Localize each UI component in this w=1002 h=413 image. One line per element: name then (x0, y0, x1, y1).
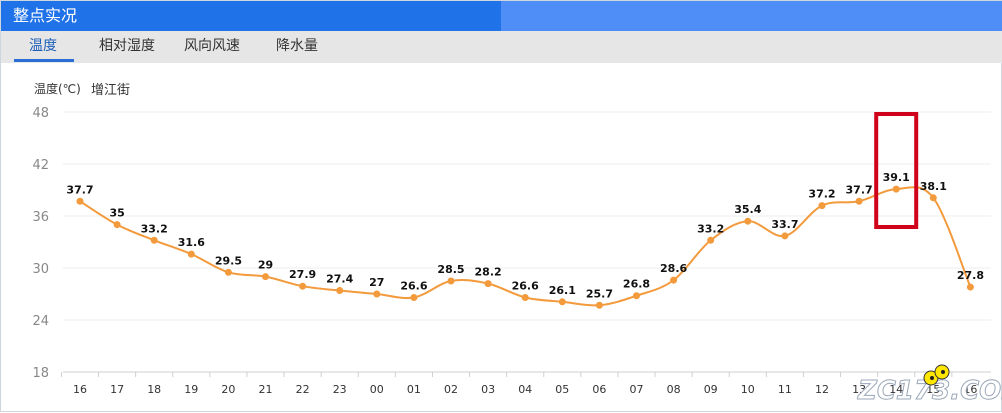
tab-wind[interactable]: 风向风速 (184, 38, 240, 54)
data-label: 26.8 (623, 278, 650, 291)
x-tick-label: 04 (518, 383, 532, 396)
x-tick-label: 06 (592, 383, 606, 396)
y-tick-label: 30 (32, 262, 49, 277)
x-tick-label: 20 (221, 383, 235, 396)
data-label: 33.2 (697, 222, 724, 235)
data-point (150, 236, 158, 244)
data-point (633, 292, 640, 300)
data-point (781, 232, 789, 240)
data-label: 31.6 (178, 236, 205, 249)
data-point (744, 217, 752, 225)
y-tick-label: 36 (32, 210, 49, 225)
data-label: 28.2 (475, 266, 502, 279)
data-point (373, 290, 381, 298)
data-point (966, 283, 974, 291)
tab-temperature[interactable]: 温度 (29, 38, 57, 54)
data-label: 33.7 (771, 218, 798, 231)
data-label: 29 (258, 259, 273, 272)
data-point (558, 298, 566, 306)
y-tick-label: 42 (32, 158, 49, 173)
data-label: 26.6 (512, 279, 539, 292)
data-label: 39.1 (883, 171, 910, 184)
tab-relative-humidity[interactable]: 相对湿度 (99, 38, 155, 54)
data-label: 29.5 (215, 254, 242, 267)
data-point (818, 202, 826, 210)
data-label: 27.4 (326, 273, 353, 286)
x-tick-label: 00 (370, 383, 384, 396)
data-point (336, 287, 344, 295)
data-point (670, 276, 678, 284)
data-label: 37.7 (846, 183, 873, 196)
data-point (892, 185, 900, 193)
y-tick-label: 18 (32, 366, 49, 381)
highlight-box (874, 112, 919, 229)
x-tick-label: 12 (815, 383, 829, 396)
data-point (707, 236, 715, 244)
x-tick-label: 11 (778, 383, 792, 396)
title-bar-right (501, 1, 1002, 31)
active-tab-indicator (14, 59, 74, 62)
x-tick-label: 08 (667, 383, 681, 396)
data-label: 38.1 (920, 180, 947, 193)
x-tick-label: 17 (110, 383, 124, 396)
data-point (410, 293, 418, 301)
data-point (855, 197, 863, 205)
x-tick-label: 19 (184, 383, 198, 396)
watermark-logo: ZC173.COM (857, 376, 1002, 406)
data-point (484, 280, 492, 288)
x-tick-label: 16 (963, 383, 977, 396)
data-point (224, 268, 232, 276)
location-label: 增江街 (91, 83, 131, 98)
data-point (262, 273, 269, 281)
data-label: 26.1 (549, 284, 576, 297)
y-tick-label: 48 (32, 106, 49, 121)
x-tick-label: 13 (852, 383, 866, 396)
x-tick-label: 18 (147, 383, 161, 396)
x-tick-label: 22 (296, 383, 310, 396)
x-tick-label: 16 (73, 383, 87, 396)
data-label: 27 (369, 276, 384, 289)
x-tick-label: 15 (926, 383, 940, 396)
y-tick-label: 24 (32, 314, 49, 329)
data-point (521, 293, 529, 301)
x-tick-label: 01 (407, 383, 421, 396)
data-point (595, 301, 603, 309)
data-point (447, 277, 455, 285)
data-label: 28.6 (660, 262, 687, 275)
data-label: 27.8 (957, 269, 984, 282)
data-label: 28.5 (437, 263, 464, 276)
data-label: 33.2 (141, 222, 168, 235)
data-point (113, 221, 121, 229)
x-tick-label: 02 (444, 383, 458, 396)
y-axis-unit-label: 温度(℃) (34, 82, 81, 96)
tab-precipitation[interactable]: 降水量 (276, 38, 318, 54)
title-bar: 整点实况 (1, 1, 1002, 31)
data-label: 35.4 (734, 203, 761, 216)
data-label: 37.7 (66, 183, 93, 196)
data-label: 26.6 (400, 279, 427, 292)
x-tick-label: 10 (741, 383, 755, 396)
x-tick-label: 14 (889, 383, 903, 396)
data-label: 35 (109, 207, 124, 220)
x-tick-label: 05 (555, 383, 569, 396)
x-tick-label: 03 (481, 383, 495, 396)
data-label: 37.2 (808, 188, 835, 201)
data-point (76, 197, 84, 205)
x-tick-label: 09 (704, 383, 718, 396)
x-tick-label: 23 (333, 383, 347, 396)
data-point (299, 282, 307, 290)
tab-bar: 温度 相对湿度 风向风速 降水量 (1, 31, 1002, 63)
watermark-pupil-icon (941, 370, 945, 374)
data-label: 25.7 (586, 287, 613, 300)
data-point (187, 250, 195, 258)
data-point (929, 194, 937, 202)
widget-title: 整点实况 (13, 6, 78, 25)
title-bar-left (1, 1, 501, 31)
x-tick-label: 21 (259, 383, 273, 396)
x-tick-label: 07 (630, 383, 644, 396)
watermark-pupil-icon (930, 376, 934, 380)
data-label: 27.9 (289, 268, 316, 281)
